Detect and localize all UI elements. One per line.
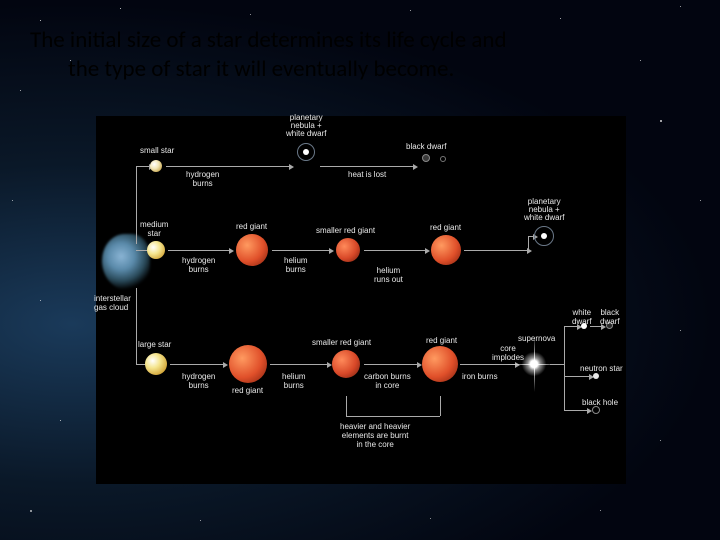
dwarf-outline-icon — [440, 156, 446, 162]
nebula-label: interstellargas cloud — [94, 294, 131, 312]
bg-star — [560, 18, 561, 19]
arrow — [168, 250, 230, 251]
branch-line — [136, 166, 137, 236]
line — [440, 396, 441, 416]
white-dwarf-label: whitedwarf — [572, 308, 592, 326]
neutron-star-label: neutron star — [580, 364, 623, 373]
core-implodes-label: coreimplodes — [492, 344, 524, 362]
bg-star — [200, 520, 201, 521]
black-dwarf-2-label: blackdwarf — [600, 308, 620, 326]
bg-star — [600, 510, 601, 511]
arrow — [170, 364, 224, 365]
small-star-label: small star — [140, 146, 174, 155]
arrow — [166, 166, 290, 167]
line — [346, 416, 440, 417]
medium-star-label: mediumstar — [140, 220, 168, 238]
black-hole-label: black hole — [582, 398, 618, 407]
arrow — [464, 250, 528, 251]
title-line1: The initial size of a star determines it… — [30, 26, 507, 54]
planetary-nebula-2-icon — [534, 226, 554, 246]
supernova-label: supernova — [518, 334, 555, 343]
heavier-elements-label: heavier and heavierelements are burntin … — [340, 422, 410, 450]
bg-star — [660, 120, 662, 122]
line — [346, 396, 347, 416]
arrow — [564, 410, 588, 411]
line — [564, 364, 565, 376]
helium-runs-out-label: heliumruns out — [374, 266, 403, 284]
bg-star — [30, 510, 32, 512]
bg-star — [40, 20, 41, 21]
branch-line — [136, 288, 137, 364]
heat-lost-label: heat is lost — [348, 170, 386, 179]
planetary-nebula-icon — [297, 143, 315, 161]
iron-burns-label: iron burns — [462, 372, 498, 381]
bg-star — [410, 10, 411, 11]
bg-star — [680, 330, 681, 331]
large-star-label: large star — [138, 340, 171, 349]
neutron-star-icon — [593, 373, 599, 379]
large-star-icon — [145, 353, 167, 375]
smaller-red-giant-2-label: smaller red giant — [312, 338, 371, 347]
black-hole-icon — [592, 406, 600, 414]
branch-line — [136, 236, 137, 244]
planetary-nebula-label: planetarynebula +white dwarf — [286, 114, 326, 138]
smaller-red-giant-label: smaller red giant — [316, 226, 375, 235]
nebula-cloud-icon — [102, 234, 150, 290]
arrow — [272, 250, 330, 251]
bg-star — [430, 518, 431, 519]
smaller-red-giant-icon — [336, 238, 360, 262]
arrow — [364, 364, 418, 365]
bg-star — [120, 8, 121, 9]
slide-title: The initial size of a star determines it… — [30, 26, 690, 84]
planetary-nebula-2-label: planetarynebula +white dwarf — [524, 198, 564, 222]
red-giant-2-label: red giant — [430, 223, 461, 232]
black-dwarf-label: black dwarf — [406, 142, 446, 151]
hydrogen-burns-label: hydrogenburns — [186, 170, 219, 188]
bg-star — [60, 420, 61, 421]
medium-star-icon — [147, 241, 165, 259]
red-giant-4-icon — [422, 346, 458, 382]
carbon-burns-label: carbon burnsin core — [364, 372, 411, 390]
hydrogen-burns-label-3: hydrogenburns — [182, 372, 215, 390]
red-giant-label: red giant — [236, 222, 267, 231]
star-lifecycle-diagram: interstellargas cloud small star hydroge… — [96, 116, 626, 484]
arrow — [564, 376, 590, 377]
bg-star — [20, 90, 21, 91]
arrow — [136, 166, 150, 167]
red-giant-3-icon — [229, 345, 267, 383]
bg-star — [12, 200, 13, 201]
hydrogen-burns-label-2: hydrogenburns — [182, 256, 215, 274]
line — [564, 326, 565, 364]
bg-star — [700, 200, 701, 201]
bg-star — [40, 300, 41, 301]
red-giant-3-label: red giant — [232, 386, 263, 395]
small-star-icon — [150, 160, 162, 172]
arrow — [270, 364, 328, 365]
bg-star — [660, 440, 661, 441]
line — [550, 364, 564, 365]
line — [564, 376, 565, 410]
red-giant-4-label: red giant — [426, 336, 457, 345]
title-line2: the type of star it will eventually beco… — [30, 55, 690, 84]
bg-star — [250, 14, 251, 15]
helium-burns-label: heliumburns — [284, 256, 308, 274]
red-giant-2-icon — [431, 235, 461, 265]
smaller-red-giant-2-icon — [332, 350, 360, 378]
arrow — [364, 250, 426, 251]
supernova-icon — [520, 350, 548, 378]
bg-star — [680, 6, 681, 7]
arrow — [320, 166, 414, 167]
red-giant-icon — [236, 234, 268, 266]
helium-burns-label-2: heliumburns — [282, 372, 306, 390]
line — [528, 236, 529, 250]
black-dwarf-icon — [422, 154, 430, 162]
